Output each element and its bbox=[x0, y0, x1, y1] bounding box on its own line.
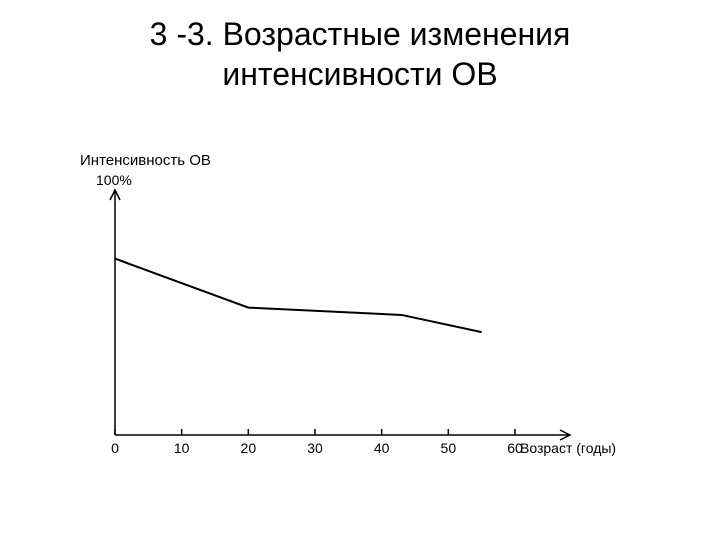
x-axis-title: Возраст (годы) bbox=[520, 440, 616, 456]
x-tick-label: 50 bbox=[441, 440, 457, 456]
line-chart: Интенсивность ОВ 100% 0102030405060 Возр… bbox=[70, 155, 630, 475]
title-line-2: интенсивности ОВ bbox=[222, 56, 497, 92]
x-tick-label: 10 bbox=[174, 440, 190, 456]
x-tick-label: 40 bbox=[374, 440, 390, 456]
slide-title: 3 -3. Возрастные изменения интенсивности… bbox=[0, 14, 720, 94]
x-tick-label: 20 bbox=[241, 440, 257, 456]
axes bbox=[110, 190, 570, 440]
title-line-1: 3 -3. Возрастные изменения bbox=[150, 16, 571, 52]
slide: 3 -3. Возрастные изменения интенсивности… bbox=[0, 0, 720, 540]
y-axis-label: Интенсивность ОВ bbox=[80, 152, 211, 169]
y-max-label: 100% bbox=[96, 172, 132, 188]
chart-svg: Интенсивность ОВ 100% 0102030405060 Возр… bbox=[70, 155, 630, 475]
x-tick-label: 30 bbox=[307, 440, 323, 456]
x-tick-label: 0 bbox=[111, 440, 119, 456]
data-series-line bbox=[115, 259, 482, 333]
x-ticks: 0102030405060 bbox=[111, 429, 523, 456]
